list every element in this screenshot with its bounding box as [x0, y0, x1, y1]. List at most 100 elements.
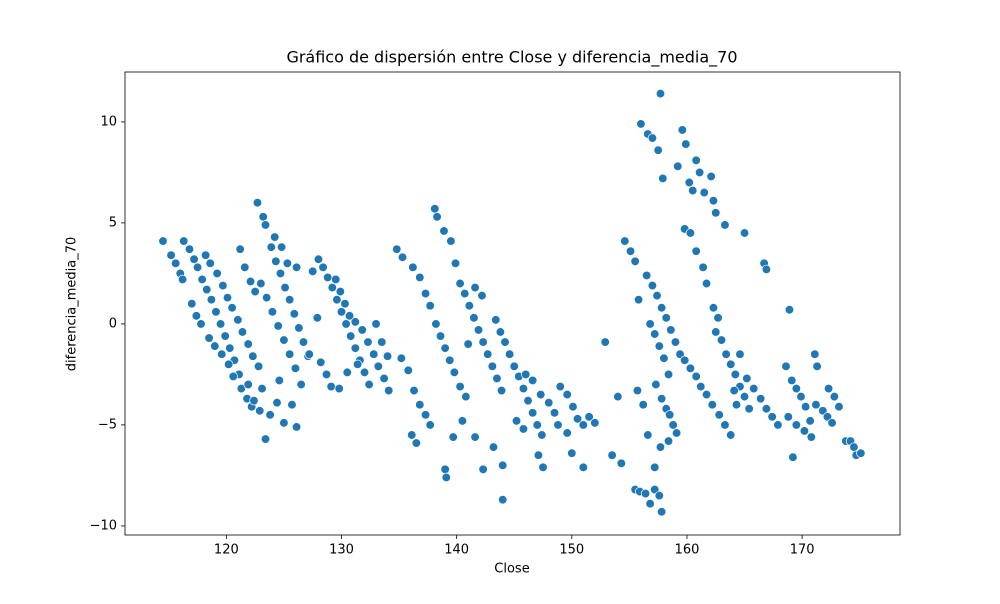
- point: [470, 432, 480, 442]
- point: [403, 365, 413, 376]
- point: [620, 236, 630, 246]
- point: [498, 460, 508, 470]
- y-tick-label: −5: [98, 417, 117, 432]
- point: [326, 381, 336, 392]
- point: [756, 393, 766, 404]
- point: [179, 236, 189, 246]
- point: [200, 250, 211, 260]
- point: [158, 236, 168, 246]
- point: [811, 400, 821, 410]
- point: [538, 462, 548, 472]
- point: [291, 262, 302, 272]
- point: [223, 359, 234, 369]
- point: [647, 133, 658, 143]
- point: [829, 391, 840, 402]
- point: [340, 299, 350, 309]
- point: [364, 379, 374, 390]
- point: [212, 268, 222, 279]
- point: [265, 410, 275, 420]
- point: [823, 383, 834, 394]
- point: [227, 303, 237, 313]
- point: [260, 220, 271, 230]
- point: [411, 438, 421, 448]
- point: [425, 301, 435, 311]
- point: [206, 295, 217, 305]
- point: [806, 432, 816, 442]
- point: [440, 343, 450, 353]
- point: [189, 254, 199, 264]
- point: [651, 379, 661, 390]
- point: [584, 412, 594, 422]
- point: [521, 369, 531, 380]
- x-tick-label: 130: [329, 543, 354, 558]
- point: [396, 353, 407, 363]
- point: [187, 299, 197, 309]
- point: [408, 262, 418, 272]
- point: [800, 402, 811, 412]
- point: [827, 418, 837, 428]
- point: [228, 371, 238, 382]
- point: [730, 369, 740, 380]
- point: [630, 256, 640, 266]
- point: [435, 331, 446, 341]
- point: [252, 198, 263, 208]
- point: [211, 307, 221, 317]
- y-tick-label: 0: [109, 316, 117, 331]
- point: [249, 396, 259, 406]
- point: [469, 313, 479, 323]
- point: [625, 246, 636, 256]
- point: [250, 286, 260, 297]
- point: [532, 420, 542, 430]
- point: [711, 327, 721, 337]
- point: [761, 404, 772, 414]
- point: [166, 250, 176, 260]
- point: [379, 373, 389, 384]
- point: [341, 319, 351, 329]
- point: [266, 242, 276, 252]
- point: [553, 420, 563, 430]
- point: [773, 420, 783, 430]
- point: [461, 391, 471, 402]
- point: [799, 426, 810, 436]
- point: [369, 349, 379, 359]
- point: [658, 173, 668, 184]
- point: [650, 462, 660, 472]
- point: [572, 414, 583, 424]
- point: [473, 325, 484, 335]
- point: [233, 315, 243, 325]
- point: [445, 355, 455, 365]
- x-tick-label: 120: [214, 543, 239, 558]
- point: [267, 307, 278, 317]
- point: [483, 349, 493, 359]
- point: [491, 315, 501, 325]
- point: [276, 242, 287, 252]
- point: [713, 313, 723, 323]
- point: [735, 349, 745, 359]
- point: [511, 416, 522, 426]
- point: [726, 359, 736, 369]
- x-tick-label: 150: [559, 543, 584, 558]
- point: [273, 321, 283, 331]
- point: [849, 442, 859, 452]
- point: [256, 278, 266, 289]
- point: [613, 391, 623, 402]
- point: [409, 385, 419, 396]
- point: [439, 226, 449, 236]
- point: [202, 284, 212, 295]
- point: [661, 313, 671, 323]
- point: [217, 349, 227, 359]
- point: [222, 292, 233, 303]
- point: [749, 383, 759, 394]
- point: [653, 145, 663, 155]
- point: [313, 254, 324, 264]
- point: [235, 244, 245, 254]
- point: [215, 319, 226, 329]
- point: [731, 400, 742, 410]
- y-tick-label: −10: [90, 518, 117, 533]
- y-axis-label: diferencia_media_70: [65, 237, 80, 372]
- point: [245, 276, 256, 287]
- point: [415, 272, 425, 283]
- point: [549, 408, 560, 418]
- point: [304, 349, 314, 359]
- point: [279, 418, 289, 428]
